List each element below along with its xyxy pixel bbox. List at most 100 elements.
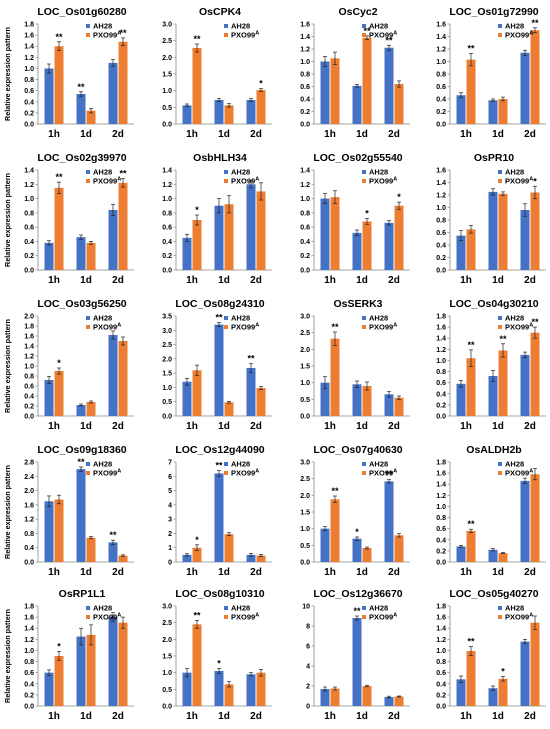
y-tick-label: 0.2: [436, 255, 446, 262]
y-tick-label: 0.8: [436, 515, 446, 522]
x-tick-label: 2d: [524, 129, 536, 140]
y-tick-label: 1.6: [436, 325, 446, 332]
x-tick-label: 2d: [388, 275, 400, 286]
y-tick-label: 1.2: [24, 517, 34, 524]
y-tick-label: 1.2: [436, 193, 446, 200]
significance-mark: **: [467, 340, 475, 350]
y-tick-label: 0.8: [436, 659, 446, 666]
bar: [498, 193, 508, 270]
y-tick-label: 1.4: [24, 168, 34, 175]
y-tick-label: 2.4: [24, 474, 34, 481]
legend-swatch: [224, 33, 228, 37]
chart-svg: OsSERK3 0.0 0.5 1.0 1.5 2.0 2.5 3.0 1h ** 1d 2d AH28…: [300, 298, 410, 432]
y-tick-label: 1.2: [436, 47, 446, 54]
y-tick-label: 1.8: [436, 460, 446, 467]
bar: [256, 672, 266, 706]
y-tick-label: 1.0: [300, 526, 310, 533]
legend-label: AH28: [505, 460, 524, 469]
chart-panel: LOC_Os08g10310 0.0 0.5 1.0 1.5 2.0 2.5 3.0 1h ** 1…: [140, 584, 277, 729]
legend-label: AH28: [93, 314, 112, 323]
y-tick-label: 6: [168, 474, 172, 481]
significance-mark: **: [531, 18, 539, 28]
y-tick-label: 1.2: [24, 637, 34, 644]
x-tick-label: 1h: [460, 129, 472, 140]
y-tick-label: 0.0: [300, 122, 310, 129]
x-tick-label: 2d: [250, 275, 262, 286]
y-tick-label: 0.4: [24, 681, 34, 688]
y-tick-label: 0.4: [24, 239, 34, 246]
bar: [108, 617, 118, 706]
legend-swatch: [362, 471, 366, 475]
x-tick-label: 1h: [186, 711, 198, 722]
y-tick-label: 0.6: [436, 84, 446, 91]
chart-panel: LOC_Os01g60280 Relative expression patter…: [2, 2, 139, 147]
legend-label: AH28: [369, 22, 388, 31]
bar: [498, 678, 508, 706]
bar: [182, 381, 192, 416]
bar: [520, 210, 530, 270]
bar: [362, 37, 372, 124]
legend-superscript: A: [255, 469, 259, 475]
bar: [256, 555, 266, 562]
bar: [320, 61, 330, 124]
y-tick-label: 1.8: [24, 22, 34, 29]
significance-mark: **: [55, 32, 63, 42]
legend-swatch: [86, 615, 90, 619]
y-tick-label: 2.0: [24, 488, 34, 495]
x-tick-label: 1h: [48, 275, 60, 286]
bar: [394, 696, 404, 706]
x-tick-label: 1h: [460, 421, 472, 432]
bar: [246, 100, 256, 124]
legend-swatch: [362, 606, 366, 610]
x-tick-label: 2d: [112, 275, 124, 286]
chart-panel: LOC_Os01g72990 0.0 0.2 0.4 0.6 0.8 1.0 1.2 1.4 1.…: [414, 2, 550, 147]
x-tick-label: 1h: [48, 129, 60, 140]
bar: [224, 402, 234, 416]
bar: [488, 688, 498, 706]
bar: [488, 376, 498, 416]
chart-panel: OsSERK3 0.0 0.5 1.0 1.5 2.0 2.5 3.0 1h ** 1d 2d AH28…: [278, 294, 415, 439]
bar: [466, 651, 476, 706]
significance-mark: **: [247, 354, 255, 364]
bar: [530, 332, 540, 416]
y-tick-label: 1.2: [24, 354, 34, 361]
y-tick-label: 1.2: [24, 182, 34, 189]
bar: [108, 335, 118, 416]
significance-mark: **: [467, 519, 475, 529]
y-tick-label: 1.0: [436, 205, 446, 212]
legend-label: AH28: [231, 168, 250, 177]
y-tick-label: 0.4: [436, 537, 446, 544]
bar: [394, 535, 404, 562]
legend-label: AH28: [231, 460, 250, 469]
bar: [466, 358, 476, 416]
y-tick-label: 1.6: [24, 334, 34, 341]
bar: [118, 182, 128, 270]
bar: [362, 386, 372, 416]
legend-label: AH28: [369, 314, 388, 323]
legend-swatch: [86, 471, 90, 475]
chart-panel: OsCPK4 0.0 0.5 1.0 1.5 2.0 2.5 3.0 1h ** 1d 2d * AH28…: [140, 2, 277, 147]
y-tick-label: 0.8: [300, 210, 310, 217]
chart-title: LOC_Os01g60280: [37, 6, 126, 18]
bar: [246, 184, 256, 270]
y-tick-label: 2: [306, 684, 310, 691]
chart-title: LOC_Os12g44090: [175, 444, 264, 456]
legend-swatch: [224, 606, 228, 610]
legend-label: AH28: [505, 604, 524, 613]
bar: [330, 499, 340, 562]
y-tick-label: 2.5: [162, 342, 172, 349]
bar: [466, 530, 476, 562]
bar: [214, 473, 224, 562]
x-tick-label: 2d: [524, 275, 536, 286]
legend-swatch: [362, 170, 366, 174]
legend-superscript: A: [393, 469, 397, 475]
significance-mark: *: [365, 209, 369, 219]
y-tick-label: 0.2: [162, 253, 172, 260]
legend-swatch: [362, 179, 366, 183]
y-tick-label: 0.6: [300, 225, 310, 232]
chart-title: LOC_Os02g39970: [37, 152, 126, 164]
legend-label: PXO99A: [505, 469, 533, 478]
x-tick-label: 1h: [48, 567, 60, 578]
chart-panel: LOC_Os12g44090 0 1 2 3 4 5 6 7 1h * 1d ** 2d AH28 PXO99…: [140, 440, 277, 585]
bar: [256, 388, 266, 416]
